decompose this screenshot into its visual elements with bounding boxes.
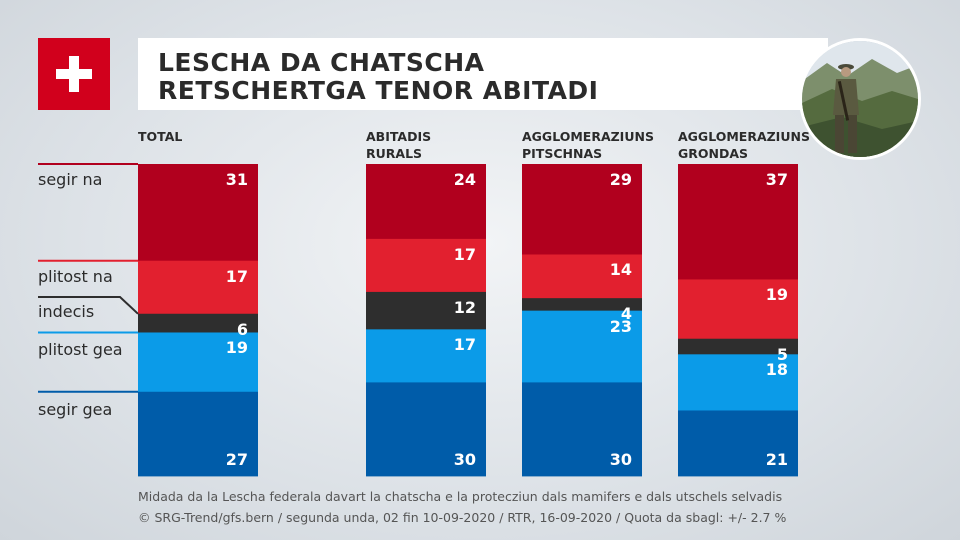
value-label: 14 (609, 260, 632, 280)
legend-label: segir na (38, 170, 103, 189)
value-label: 17 (453, 244, 476, 264)
value-label: 30 (609, 450, 632, 469)
hunter-photo (799, 38, 921, 160)
value-label: 29 (609, 170, 632, 189)
chart-title: LESCHA DA CHATSCHA RETSCHERTGA TENOR ABI… (138, 38, 828, 110)
value-label: 6 (236, 319, 248, 339)
legend-label: indecis (38, 302, 95, 321)
footer-note: Midada da la Lescha federala davart la c… (138, 489, 783, 504)
value-label: 37 (765, 170, 788, 189)
value-label: 23 (609, 316, 632, 336)
value-label: 19 (225, 338, 248, 358)
value-label: 30 (453, 450, 476, 469)
chart-title-line-2: RETSCHERTGA TENOR ABITADI (158, 76, 599, 105)
value-label: 12 (453, 297, 476, 317)
value-label: 27 (225, 450, 248, 469)
legend-label: plitost gea (38, 340, 123, 359)
column-header-2: AGGLOMERAZIUNS PITSCHNAS (522, 129, 654, 161)
value-label: 4 (620, 304, 632, 324)
chart-title-line-1: LESCHA DA CHATSCHA (158, 48, 485, 77)
value-label: 19 (765, 285, 788, 305)
swiss-flag-icon (38, 38, 110, 110)
legend-label: plitost na (38, 267, 113, 286)
column-header-0: TOTAL (138, 129, 183, 144)
value-label: 21 (765, 450, 788, 469)
value-label: 18 (765, 360, 788, 380)
value-label: 17 (453, 335, 476, 355)
value-label: 17 (225, 266, 248, 286)
column-header-3: AGGLOMERAZIUNS GRONDAS (678, 129, 810, 161)
value-label: 31 (225, 170, 248, 189)
value-label: 5 (776, 344, 788, 364)
value-label: 24 (453, 170, 476, 189)
column-header-1: ABITADIS RURALS (366, 129, 432, 161)
legend-label: segir gea (38, 400, 113, 419)
footer-source: © SRG-Trend/gfs.bern / segunda unda, 02 … (138, 510, 787, 525)
